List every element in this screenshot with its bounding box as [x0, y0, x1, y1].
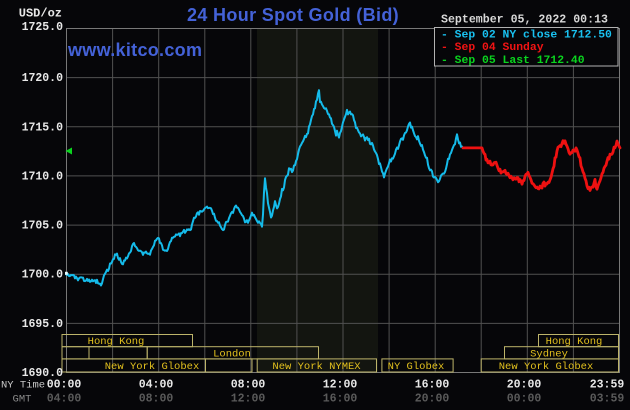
svg-text:04:00: 04:00 [139, 379, 174, 392]
svg-text:www.kitco.com: www.kitco.com [67, 40, 202, 60]
svg-text:1710.0: 1710.0 [22, 170, 64, 183]
svg-text:16:00: 16:00 [415, 379, 450, 392]
svg-text:1720.0: 1720.0 [22, 72, 64, 85]
svg-text:03:59: 03:59 [590, 393, 625, 406]
svg-text:New York NYMEX: New York NYMEX [272, 361, 361, 373]
svg-text:1705.0: 1705.0 [22, 220, 64, 233]
svg-text:- Sep 02 NY close 1712.50: - Sep 02 NY close 1712.50 [441, 30, 612, 42]
svg-text:16:00: 16:00 [323, 393, 358, 406]
svg-text:September 05, 2022 00:13: September 05, 2022 00:13 [441, 14, 608, 27]
svg-text:Hong Kong: Hong Kong [546, 336, 603, 348]
svg-text:1695.0: 1695.0 [22, 318, 64, 331]
svg-text:London: London [213, 349, 251, 361]
svg-text:20:00: 20:00 [507, 379, 542, 392]
svg-text:00:00: 00:00 [507, 393, 542, 406]
svg-text:GMT: GMT [13, 394, 32, 406]
svg-text:Sydney: Sydney [530, 349, 568, 361]
svg-text:00:00: 00:00 [47, 379, 82, 392]
svg-text:- Sep 04 Sunday: - Sep 04 Sunday [441, 42, 544, 54]
svg-text:1700.0: 1700.0 [22, 269, 64, 282]
svg-text:23:59: 23:59 [590, 379, 625, 392]
svg-text:04:00: 04:00 [47, 393, 82, 406]
svg-text:New York Globex: New York Globex [499, 361, 594, 373]
svg-text:1725.0: 1725.0 [22, 21, 64, 34]
svg-text:12:00: 12:00 [323, 379, 358, 392]
svg-text:24 Hour Spot Gold (Bid): 24 Hour Spot Gold (Bid) [187, 5, 399, 25]
svg-text:1690.0: 1690.0 [22, 367, 64, 380]
svg-text:NY Globex: NY Globex [388, 361, 445, 373]
svg-text:1715.0: 1715.0 [22, 121, 64, 134]
svg-text:12:00: 12:00 [231, 393, 266, 406]
svg-text:New York Globex: New York Globex [105, 361, 200, 373]
svg-text:Hong Kong: Hong Kong [88, 336, 145, 348]
svg-text:USD/oz: USD/oz [19, 7, 62, 21]
svg-text:08:00: 08:00 [231, 379, 266, 392]
svg-text:NY Time: NY Time [1, 380, 45, 392]
svg-text:08:00: 08:00 [139, 393, 174, 406]
svg-text:20:00: 20:00 [415, 393, 450, 406]
svg-text:- Sep 05 Last 1712.40: - Sep 05 Last 1712.40 [441, 55, 585, 67]
